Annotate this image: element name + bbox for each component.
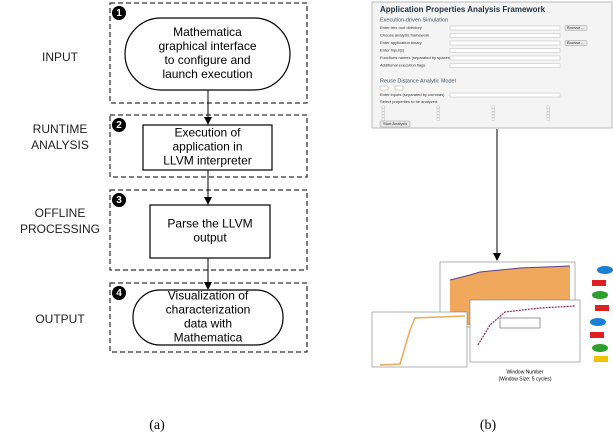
- checkbox: [492, 118, 495, 121]
- section-title: Execution-driven Simulation: [380, 17, 448, 23]
- input: [450, 49, 560, 53]
- field-label: Additional execution flags: [380, 63, 425, 68]
- panel-b: Application Properties Analysis Framewor…: [372, 2, 613, 433]
- field-label: Choose analysis framework: [380, 33, 429, 38]
- input: [450, 34, 560, 38]
- badge-number: 4: [116, 288, 122, 299]
- input: [450, 26, 560, 30]
- checkbox: [547, 106, 550, 109]
- badge-number: 2: [116, 120, 122, 131]
- caption: (a): [149, 418, 165, 433]
- step-text: Visualization of: [168, 289, 249, 303]
- checkbox: [382, 115, 385, 118]
- checkbox: [437, 109, 440, 112]
- x-sublabel: (Window Size: 5 cycles): [498, 376, 551, 382]
- field-label: Select properties to be analyzed:: [380, 99, 438, 104]
- input: [450, 64, 560, 68]
- stage-label: ANALYSIS: [31, 138, 89, 152]
- badge-number: 1: [116, 8, 122, 19]
- checkbox: [547, 109, 550, 112]
- step-text: data with: [184, 317, 232, 331]
- input: [450, 93, 560, 97]
- step-text: characterization: [166, 303, 251, 317]
- field-label: Enter application binary: [380, 40, 422, 45]
- checkbox: [437, 112, 440, 115]
- stage-label: INPUT: [42, 50, 79, 64]
- x-label: Window Number: [507, 369, 544, 375]
- app-title: Application Properties Analysis Framewor…: [380, 5, 546, 14]
- stage-label: OFFLINE: [35, 206, 86, 220]
- step-text: to configure and: [164, 53, 250, 67]
- button-label: Start Analysis: [383, 121, 407, 126]
- browse-label: Browse...: [567, 25, 584, 30]
- caption: (b): [480, 418, 497, 433]
- step-text: Mathematica: [173, 25, 242, 39]
- input: [450, 41, 560, 45]
- field-label: Enter trex root directory: [380, 25, 422, 30]
- checkbox: [382, 112, 385, 115]
- checkbox: [492, 115, 495, 118]
- step-text: LLVM interpreter: [163, 154, 251, 168]
- checkbox: [437, 118, 440, 121]
- stage-label: OUTPUT: [35, 312, 85, 326]
- step-text: output: [193, 231, 227, 245]
- tree-thumb: [590, 266, 613, 362]
- checkbox: [395, 86, 403, 90]
- field-label: Enter Input(s): [380, 48, 405, 53]
- stage-label: RUNTIME: [33, 122, 88, 136]
- checkbox: [382, 109, 385, 112]
- checkbox: [492, 112, 495, 115]
- checkbox: [437, 115, 440, 118]
- step-text: Execution of: [174, 126, 241, 140]
- input: [450, 56, 560, 60]
- checkbox: [382, 106, 385, 109]
- checkbox: [492, 109, 495, 112]
- checkbox: [437, 106, 440, 109]
- stage-label: PROCESSING: [20, 222, 100, 236]
- checkbox: [547, 115, 550, 118]
- step-text: graphical interface: [158, 39, 256, 53]
- checkbox: [492, 106, 495, 109]
- checkbox: [547, 112, 550, 115]
- page: {"panel_a":{"steps":[ {"badge":"1","stag…: [0, 0, 613, 446]
- legend-thumb: [500, 318, 540, 328]
- browse-label: Browse...: [567, 40, 584, 45]
- section-title: Reuse Distance Analytic Model: [380, 78, 456, 84]
- field-label: Functions names (separated by spaces): [380, 55, 452, 60]
- field-label: Enter inputs (separated by commas): [380, 92, 445, 97]
- figure: Mathematicagraphical interfaceto configu…: [0, 0, 613, 441]
- step-text: Parse the LLVM: [167, 217, 252, 231]
- badge-number: 3: [116, 195, 122, 206]
- step-text: application in: [172, 140, 242, 154]
- chart-thumb: [372, 312, 467, 367]
- checkbox: [380, 86, 388, 90]
- step-text: launch execution: [162, 67, 252, 81]
- checkbox: [547, 118, 550, 121]
- step-text: Mathematica: [174, 331, 243, 345]
